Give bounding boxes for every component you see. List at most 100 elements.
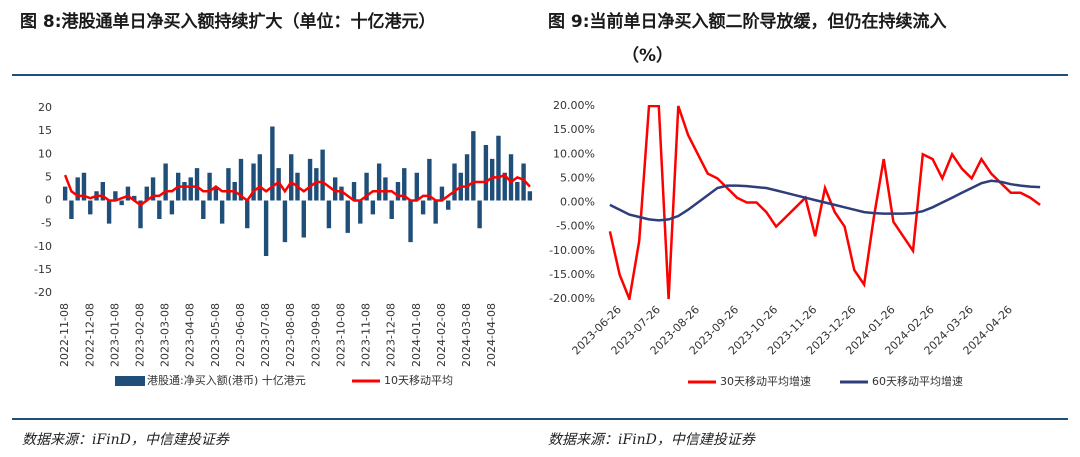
y-tick-label: 15.00% [553, 123, 595, 136]
series-line [63, 173, 531, 207]
legend-label: 10天移动平均 [384, 374, 453, 387]
bar [358, 200, 363, 224]
bar [207, 172, 212, 201]
legend-label: 60天移动平均增速 [872, 374, 963, 388]
bar [320, 149, 325, 201]
bar [376, 163, 382, 201]
bar [370, 200, 376, 215]
bar [452, 163, 457, 201]
bar [125, 186, 131, 201]
x-tick-label: 2023-02-08 [134, 303, 147, 367]
bar [201, 200, 206, 219]
x-tick-label: 2023-03-08 [159, 303, 172, 367]
bar [113, 191, 118, 201]
bar [213, 186, 219, 201]
x-tick-label: 2023-11-08 [360, 303, 373, 367]
x-tick-label: 2024-02-08 [435, 303, 448, 367]
bar [75, 177, 80, 201]
bar [471, 131, 476, 201]
legend-label: 港股通:净买入额(港币) 十亿港元 [147, 373, 306, 387]
bar [62, 186, 68, 201]
bar [521, 163, 526, 201]
bar [427, 158, 432, 201]
bar [270, 126, 275, 201]
source-note: 数据来源：iFinD，中信建投证券 [548, 432, 756, 448]
x-tick-label: 2023-04-08 [184, 303, 197, 367]
x-tick-label: 2023-07-08 [259, 303, 272, 367]
y-tick-label: -5.00% [556, 220, 595, 233]
header-rule [12, 74, 1068, 76]
bar [163, 163, 168, 201]
source-note: 数据来源：iFinD，中信建投证券 [22, 432, 230, 448]
bar [332, 177, 338, 201]
bar [157, 200, 162, 219]
x-tick-label: 2023-09-08 [309, 303, 322, 367]
bar [81, 172, 87, 201]
bar [364, 172, 369, 201]
bar [88, 200, 93, 215]
bar [251, 163, 256, 201]
bar [389, 200, 394, 219]
bar [477, 200, 482, 229]
bar [276, 168, 281, 201]
x-tick-label: 2024-01-08 [410, 303, 423, 367]
x-tick-label: 2023-10-08 [334, 303, 347, 367]
bar [301, 200, 306, 238]
bar [257, 154, 263, 201]
bar [414, 172, 420, 201]
bar [150, 177, 156, 201]
bar [489, 158, 495, 201]
bar [282, 200, 288, 243]
bar [515, 182, 520, 201]
bar [100, 182, 106, 201]
bar [439, 186, 445, 201]
series-line [609, 179, 1041, 222]
bar [408, 200, 413, 243]
x-tick-label: 2023-05-08 [209, 303, 222, 367]
bar [433, 200, 438, 224]
bar [508, 154, 514, 201]
bar [402, 168, 407, 201]
bar [182, 182, 187, 201]
bar [119, 200, 124, 206]
y-tick-label: -20.00% [549, 292, 595, 305]
bar [194, 168, 200, 201]
bar [446, 200, 451, 210]
bar [339, 186, 344, 201]
bar [219, 200, 225, 224]
bar [245, 200, 250, 229]
legend-swatch [115, 376, 145, 386]
y-tick-label: 5 [45, 170, 52, 183]
x-tick-label: 2023-12-08 [385, 303, 398, 367]
bar [351, 182, 357, 201]
y-tick-label: 20.00% [553, 99, 595, 112]
y-tick-label: 0.00% [560, 196, 595, 209]
bar [138, 200, 143, 229]
x-tick-label: 2024-04-08 [485, 303, 498, 367]
y-tick-label: 5.00% [560, 171, 595, 184]
bar [188, 177, 193, 201]
bar [106, 200, 112, 224]
bar [420, 200, 426, 215]
chart-title: （%） [622, 45, 673, 66]
bar [69, 200, 74, 219]
bar [502, 172, 507, 201]
x-tick-label: 2024-03-08 [460, 303, 473, 367]
y-tick-label: -10 [34, 240, 52, 253]
chart-title: 图 8:港股通单日净买入额持续扩大（单位：十亿港元） [20, 11, 436, 32]
y-tick-label: 10 [38, 147, 52, 160]
bar [238, 158, 244, 201]
y-tick-label: 20 [38, 101, 52, 114]
y-tick-label: -10.00% [549, 244, 595, 257]
bar [496, 135, 501, 201]
bar [132, 195, 137, 201]
bar [263, 200, 269, 256]
footer-rule [12, 418, 1068, 420]
bar [226, 168, 231, 201]
x-tick-label: 2023-01-08 [108, 303, 121, 367]
bar [464, 154, 470, 201]
y-tick-label: -5 [41, 217, 52, 230]
y-tick-label: -15 [34, 263, 52, 276]
bar [326, 200, 332, 229]
